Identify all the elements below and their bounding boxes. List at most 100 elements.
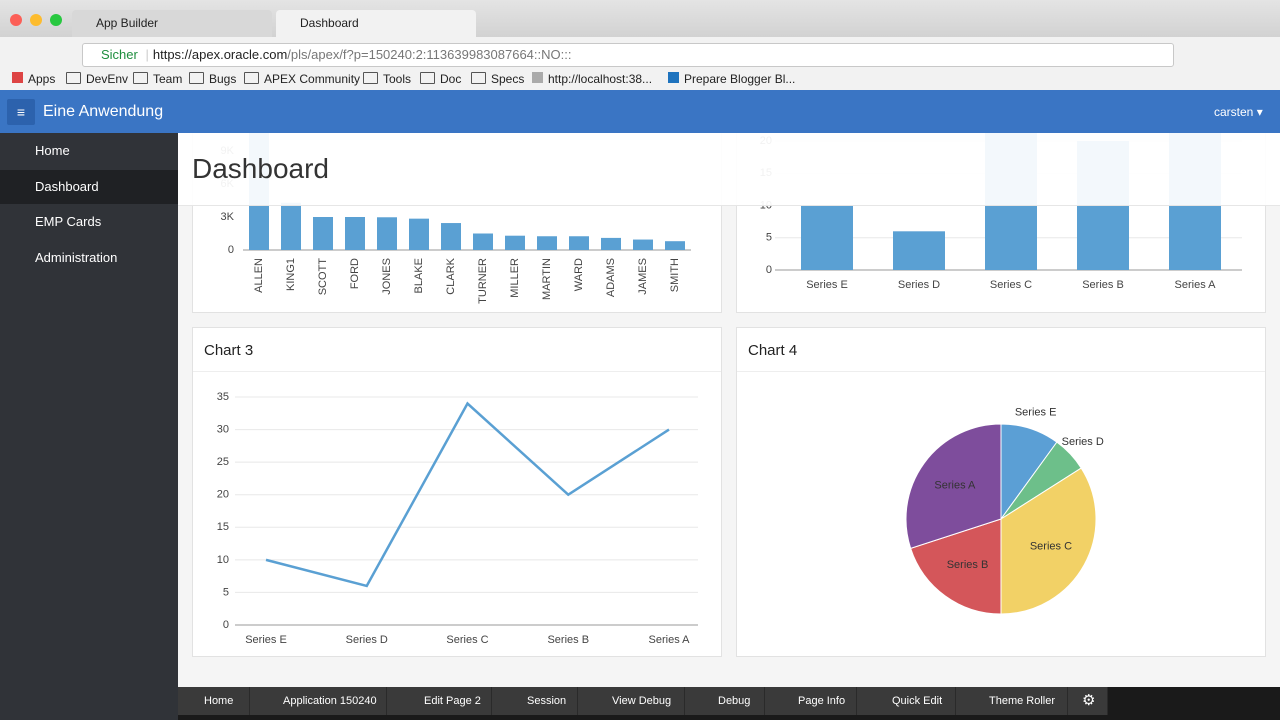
bar bbox=[893, 231, 945, 270]
x-tick-label: WARD bbox=[573, 258, 585, 291]
bookmark[interactable]: Bugs bbox=[189, 71, 236, 87]
x-tick-label: Series D bbox=[346, 634, 388, 646]
bar bbox=[601, 237, 621, 250]
nav-label: Home bbox=[35, 143, 70, 158]
bookmark-label: Bugs bbox=[209, 72, 237, 86]
bar bbox=[313, 217, 333, 250]
nav-item[interactable]: Administration bbox=[0, 241, 178, 275]
y-tick-label: 25 bbox=[217, 456, 229, 468]
slice-label: Series B bbox=[947, 559, 989, 571]
user-name: carsten bbox=[1214, 105, 1254, 119]
bar bbox=[633, 239, 653, 250]
bar bbox=[801, 205, 853, 270]
x-tick-label: Series A bbox=[649, 634, 691, 646]
bookmark[interactable]: APEX Community bbox=[244, 71, 360, 87]
toolbar-label: Edit Page 2 bbox=[424, 695, 481, 707]
bookmark[interactable]: Prepare Blogger Bl... bbox=[668, 71, 795, 87]
bar bbox=[409, 218, 429, 250]
y-tick-label: 20 bbox=[217, 489, 229, 501]
tab-label: Dashboard bbox=[300, 16, 359, 30]
y-tick-label: 30 bbox=[217, 423, 229, 435]
bar bbox=[537, 236, 557, 250]
bookmark[interactable]: DevEnv bbox=[66, 71, 128, 87]
y-tick-label: 35 bbox=[217, 391, 229, 403]
content: Chart 3 Chart 4 03K6K9KALLENKING1SCOTTFO… bbox=[178, 133, 1280, 687]
bookmark[interactable]: Specs bbox=[471, 71, 524, 87]
x-tick-label: ADAMS bbox=[605, 258, 617, 297]
toolbar-button[interactable]: Home bbox=[178, 687, 250, 715]
settings-button[interactable]: ⚙ bbox=[1068, 687, 1108, 715]
tab[interactable]: App Builder bbox=[72, 10, 272, 37]
toolbar-label: View Debug bbox=[612, 695, 672, 707]
toolbar-button[interactable]: Debug bbox=[685, 687, 765, 715]
y-tick-label: 5 bbox=[223, 586, 229, 598]
bar bbox=[473, 233, 493, 250]
tab[interactable]: Dashboard bbox=[276, 10, 476, 37]
bookmark-label: Apps bbox=[28, 72, 56, 86]
x-tick-label: TURNER bbox=[477, 258, 489, 304]
bar bbox=[281, 202, 301, 250]
x-tick-label: Series B bbox=[547, 634, 589, 646]
close-button[interactable] bbox=[10, 14, 22, 26]
slice-label: Series A bbox=[934, 479, 976, 491]
bookmark[interactable]: Team bbox=[133, 71, 182, 87]
pie-slice bbox=[910, 518, 1002, 615]
nav-item[interactable]: Home bbox=[0, 134, 178, 168]
toolbar-label: Home bbox=[204, 695, 234, 707]
slice-label: Series C bbox=[1030, 540, 1072, 552]
toolbar-button[interactable]: Edit Page 2 bbox=[387, 687, 492, 715]
bookmark-label: APEX Community bbox=[264, 72, 361, 86]
nav-label: Dashboard bbox=[35, 179, 99, 194]
bookmark-label: DevEnv bbox=[86, 72, 129, 86]
bookmark-label: Doc bbox=[440, 72, 462, 86]
x-tick-label: JONES bbox=[381, 258, 393, 295]
bookmark-label: Specs bbox=[491, 72, 525, 86]
menu-button[interactable]: ≡ bbox=[7, 99, 35, 125]
y-tick-label: 15 bbox=[217, 521, 229, 533]
toolbar-button[interactable]: Application 150240 bbox=[250, 687, 387, 715]
nav-item[interactable]: EMP Cards bbox=[0, 205, 178, 239]
toolbar-button[interactable]: Session bbox=[492, 687, 578, 715]
bookmark[interactable]: Apps bbox=[12, 71, 55, 87]
toolbar-label: Theme Roller bbox=[989, 695, 1056, 707]
line-series bbox=[265, 401, 670, 588]
bookmark[interactable]: Doc bbox=[420, 71, 461, 87]
x-tick-label: Series C bbox=[446, 634, 488, 646]
toolbar-button[interactable]: Page Info bbox=[765, 687, 857, 715]
app-name: Eine Anwendung bbox=[43, 103, 164, 120]
toolbar-label: Application 150240 bbox=[283, 695, 377, 707]
developer-toolbar: Home Application 150240 Edit Page 2 Sess… bbox=[178, 687, 1108, 715]
bookmark[interactable]: http://localhost:38... bbox=[532, 71, 652, 87]
toolbar-button[interactable]: Quick Edit bbox=[857, 687, 956, 715]
bar bbox=[377, 217, 397, 250]
chart-panel: Chart 3 bbox=[192, 327, 722, 657]
y-tick-label: 0 bbox=[223, 619, 229, 631]
x-tick-label: Series A bbox=[1175, 279, 1217, 291]
user-menu[interactable]: carsten ▾ bbox=[1214, 105, 1263, 119]
y-tick-label: 10 bbox=[217, 554, 229, 566]
bookmark-label: Prepare Blogger Bl... bbox=[684, 72, 796, 86]
bookmark-label: Team bbox=[153, 72, 183, 86]
bar bbox=[665, 241, 685, 250]
x-tick-label: Series B bbox=[1082, 279, 1124, 291]
nav-label: EMP Cards bbox=[35, 214, 102, 229]
tab-label: App Builder bbox=[96, 16, 159, 30]
url-field[interactable]: Sicher | https://apex.oracle.com/pls/apex… bbox=[82, 43, 1174, 67]
nav-label: Administration bbox=[35, 250, 118, 265]
pie-slice bbox=[1000, 467, 1097, 615]
x-tick-label: BLAKE bbox=[413, 258, 425, 293]
bookmark[interactable]: Tools bbox=[363, 71, 411, 87]
pie-slice bbox=[905, 423, 1002, 549]
bar bbox=[441, 223, 461, 250]
toolbar-label: Session bbox=[527, 695, 567, 707]
x-tick-label: SMITH bbox=[669, 258, 681, 292]
x-tick-label: SCOTT bbox=[317, 258, 329, 296]
minimize-button[interactable] bbox=[30, 14, 42, 26]
toolbar-button[interactable]: Theme Roller bbox=[956, 687, 1068, 715]
toolbar-button[interactable]: View Debug bbox=[578, 687, 685, 715]
sidebar: Home Dashboard EMP Cards Administration bbox=[0, 133, 178, 720]
x-tick-label: MILLER bbox=[509, 258, 521, 298]
nav-item[interactable]: Dashboard bbox=[0, 170, 178, 204]
zoom-button[interactable] bbox=[50, 14, 62, 26]
